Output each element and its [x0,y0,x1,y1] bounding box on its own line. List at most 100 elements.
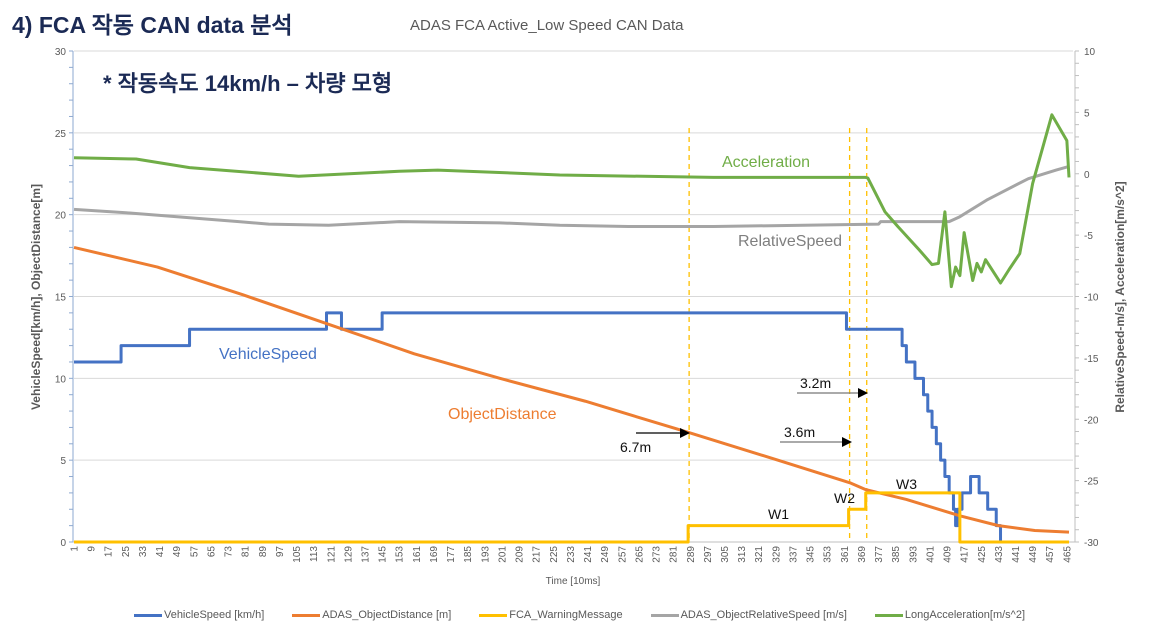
series-line-longacceleration-m-s-2 [73,113,1071,289]
x-tick-label: 1 [70,546,81,552]
legend-label: ADAS_ObjectDistance [m] [322,609,452,621]
x-tick-label: 257 [617,546,628,563]
x-tick-label: 297 [703,546,714,563]
legend-swatch [292,613,321,617]
x-tick-label: 249 [600,546,611,563]
x-tick-label: 353 [823,546,834,563]
annotation-3-6m: 3.6m [784,424,815,440]
arrow-3-2m [797,388,868,398]
y-right-tick-label: -20 [1084,415,1099,426]
series-line-adas-objectrelativespeed-m-s [73,164,1070,229]
label-acceleration: Acceleration [722,154,810,171]
y-right-tick-label: 5 [1084,108,1090,119]
y-axis-left-title: VehicleSpeed[km/h], ObjectDistance[m] [29,184,43,410]
legend-item: LongAcceleration[m/s^2] [874,609,1026,621]
legend-swatch [650,613,679,617]
x-tick-label: 313 [737,546,748,563]
series-line-adas-objectdistance-m [73,245,1070,534]
x-tick-label: 193 [480,546,491,563]
series-line-fca-warningmessage [74,491,1069,544]
subheading: * 작동속도 14km/h – 차량 모형 [103,71,393,96]
x-tick-label: 105 [292,546,303,563]
legend-item: FCA_WarningMessage [479,609,623,621]
y-axis-right-title: RelativeSpeed-m/s], Acceleration[m/s^2] [1113,181,1127,412]
y-right-tick-label: -10 [1084,293,1099,304]
arrow-3-6m [780,437,852,447]
legend: VehicleSpeed [km/h] ADAS_ObjectDistance [… [0,609,1159,621]
x-tick-label: 289 [686,546,697,563]
x-tick-label: 65 [206,546,217,558]
x-tick-label: 465 [1062,546,1073,563]
y-left-tick-label: 25 [55,129,67,140]
x-tick-label: 273 [652,546,663,563]
y-left-tick-label: 10 [55,374,67,385]
legend-label: LongAcceleration[m/s^2] [904,609,1026,621]
x-tick-label: 153 [395,546,406,563]
x-tick-label: 417 [960,546,971,563]
legend-label: FCA_WarningMessage [509,609,623,621]
page-heading: 4) FCA 작동 CAN data 분석 [12,12,293,38]
annotation-w1: W1 [768,506,789,522]
x-tick-label: 217 [532,546,543,563]
x-tick-label: 121 [326,546,337,563]
legend-swatch [479,613,508,617]
x-tick-label: 57 [189,546,200,558]
x-tick-label: 17 [104,546,115,558]
x-tick-label: 345 [806,546,817,563]
label-object-distance: ObjectDistance [448,406,557,423]
x-tick-label: 401 [925,546,936,563]
x-tick-label: 129 [343,546,354,563]
y-right-tick-label: 0 [1084,170,1090,181]
x-tick-label: 409 [943,546,954,563]
x-tick-label: 433 [994,546,1005,563]
x-tick-label: 449 [1028,546,1039,563]
x-tick-label: 137 [361,546,372,563]
x-tick-label: 185 [463,546,474,563]
x-axis-title: Time [10ms] [546,576,601,587]
x-tick-label: 441 [1011,546,1022,563]
label-relative-speed: RelativeSpeed [738,233,842,250]
legend-swatch [874,613,903,617]
chart-title: ADAS FCA Active_Low Speed CAN Data [410,17,684,34]
y-left-tick-label: 20 [55,211,67,222]
x-tick-label: 233 [566,546,577,563]
legend-label: ADAS_ObjectRelativeSpeed [m/s] [680,609,847,621]
legend-item: VehicleSpeed [km/h] [133,609,265,621]
y-right-tick-label: -25 [1084,477,1099,488]
x-tick-label: 281 [669,546,680,563]
x-tick-label: 209 [515,546,526,563]
x-tick-label: 241 [583,546,594,563]
y-left-tick-label: 0 [60,538,66,549]
x-tick-label: 41 [155,546,166,558]
x-tick-label: 337 [788,546,799,563]
x-tick-label: 89 [258,546,269,558]
annotation-w3: W3 [896,476,917,492]
x-tick-label: 305 [720,546,731,563]
legend-item: ADAS_ObjectDistance [m] [292,609,451,621]
y-left-tick-label: 30 [55,47,67,58]
x-tick-label: 113 [309,546,320,562]
x-tick-label: 265 [634,546,645,563]
y-right-tick-label: 10 [1084,47,1096,58]
y-right-tick-label: -15 [1084,354,1099,365]
x-tick-label: 81 [241,546,252,558]
legend-swatch [133,613,162,617]
x-tick-label: 369 [857,546,868,563]
x-tick-label: 161 [412,546,423,563]
y-right-tick-label: -5 [1084,231,1093,242]
x-tick-label: 33 [138,546,149,558]
x-tick-label: 393 [908,546,919,563]
annotation-6-7m: 6.7m [620,439,651,455]
arrow-6-7m [636,428,690,438]
annotation-w2: W2 [834,490,855,506]
x-tick-label: 377 [874,546,885,563]
legend-label: VehicleSpeed [km/h] [163,609,265,621]
y-right-tick-label: -30 [1084,538,1099,549]
x-tick-label: 201 [497,546,508,563]
label-vehicle-speed: VehicleSpeed [219,346,317,363]
x-tick-label: 425 [977,546,988,563]
x-tick-label: 457 [1045,546,1056,563]
x-tick-label: 169 [429,546,440,563]
x-tick-label: 25 [121,546,132,558]
